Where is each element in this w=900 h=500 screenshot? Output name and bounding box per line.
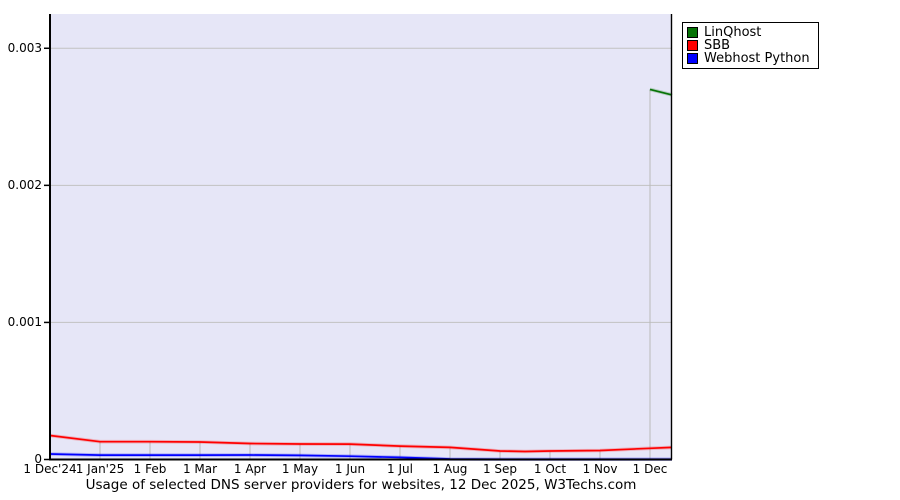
webhost-python-color-swatch-icon [687,53,698,64]
linqhost-color-swatch-icon [687,27,698,38]
legend-label: SBB [704,38,731,53]
legend-item-linqhost: LinQhost [687,26,810,39]
legend-label: LinQhost [704,25,762,40]
x-tick-label: 1 Nov [582,462,618,476]
x-tick-label: 1 Feb [133,462,167,476]
y-tick-label: 0.001 [7,314,42,329]
x-tick-label: 1 Dec [632,462,668,476]
x-tick-label: 1 Aug [432,462,468,476]
legend-item-webhost-python: Webhost Python [687,52,810,65]
x-tick-label: 1 Jul [387,462,413,476]
x-tick-label: 1 Jun [334,462,366,476]
x-tick-label: 1 Dec'24 [23,462,77,476]
plot-background [50,14,672,460]
x-tick-label: 1 Apr [233,462,267,476]
legend-label: Webhost Python [704,51,810,66]
x-tick-label: 1 Jan'25 [75,462,125,476]
chart-title: Usage of selected DNS server providers f… [85,477,637,493]
y-tick-label: 0.002 [7,177,42,192]
x-tick-label: 1 May [281,462,319,476]
legend-item-sbb: SBB [687,39,810,52]
y-tick-label: 0.003 [7,40,42,55]
sbb-color-swatch-icon [687,40,698,51]
series-line [49,434,673,453]
x-tick-label: 1 Sep [482,462,518,476]
x-tick-label: 1 Mar [182,462,218,476]
x-tick-label: 1 Oct [533,462,567,476]
legend: LinQhost SBB Webhost Python [682,22,819,69]
y-tick-label: 0 [34,452,42,466]
series-line [649,88,673,96]
